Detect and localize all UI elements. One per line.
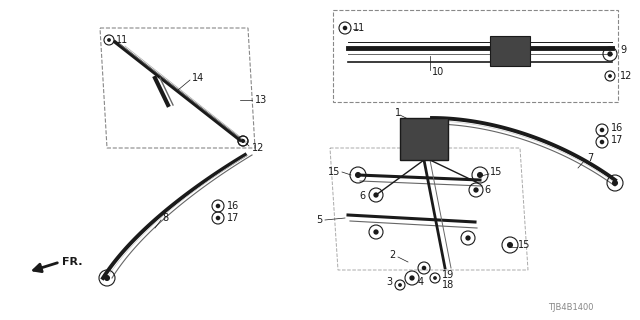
Circle shape <box>241 139 245 143</box>
Text: 15: 15 <box>518 240 531 250</box>
Circle shape <box>433 276 437 280</box>
Text: 13: 13 <box>255 95 268 105</box>
Text: TJB4B1400: TJB4B1400 <box>548 303 593 313</box>
Text: 12: 12 <box>620 71 632 81</box>
Text: 16: 16 <box>611 123 623 133</box>
Circle shape <box>612 180 618 186</box>
Text: 11: 11 <box>353 23 365 33</box>
Circle shape <box>600 128 604 132</box>
Text: 6: 6 <box>360 191 366 201</box>
Text: 8: 8 <box>162 213 168 223</box>
Text: 10: 10 <box>432 67 444 77</box>
Circle shape <box>216 216 220 220</box>
Text: 15: 15 <box>328 167 340 177</box>
Text: 16: 16 <box>227 201 239 211</box>
FancyBboxPatch shape <box>490 36 530 66</box>
Circle shape <box>422 266 426 270</box>
Text: 1: 1 <box>395 108 401 118</box>
Text: FR.: FR. <box>62 257 83 267</box>
FancyBboxPatch shape <box>400 118 448 160</box>
Text: 7: 7 <box>587 153 593 163</box>
Circle shape <box>410 275 415 281</box>
Text: 5: 5 <box>316 215 322 225</box>
Circle shape <box>241 139 245 143</box>
Circle shape <box>607 51 612 57</box>
Text: 4: 4 <box>418 277 424 287</box>
Circle shape <box>373 229 379 235</box>
Text: 18: 18 <box>442 280 454 290</box>
Text: 9: 9 <box>620 45 626 55</box>
Circle shape <box>216 204 220 208</box>
Circle shape <box>507 242 513 248</box>
Text: 17: 17 <box>227 213 239 223</box>
Circle shape <box>104 275 110 281</box>
Circle shape <box>465 235 470 241</box>
Circle shape <box>398 283 402 287</box>
Text: 15: 15 <box>490 167 502 177</box>
Text: 2: 2 <box>390 250 396 260</box>
Circle shape <box>343 26 348 30</box>
Text: 19: 19 <box>442 270 454 280</box>
Text: 11: 11 <box>116 35 128 45</box>
Circle shape <box>477 172 483 178</box>
Circle shape <box>373 192 379 198</box>
Text: 14: 14 <box>192 73 204 83</box>
Circle shape <box>608 74 612 78</box>
Text: 17: 17 <box>611 135 623 145</box>
Text: 3: 3 <box>386 277 392 287</box>
Circle shape <box>600 140 604 144</box>
Circle shape <box>355 172 361 178</box>
Circle shape <box>107 38 111 42</box>
Text: 12: 12 <box>252 143 264 153</box>
Circle shape <box>474 187 479 193</box>
Text: 6: 6 <box>484 185 490 195</box>
